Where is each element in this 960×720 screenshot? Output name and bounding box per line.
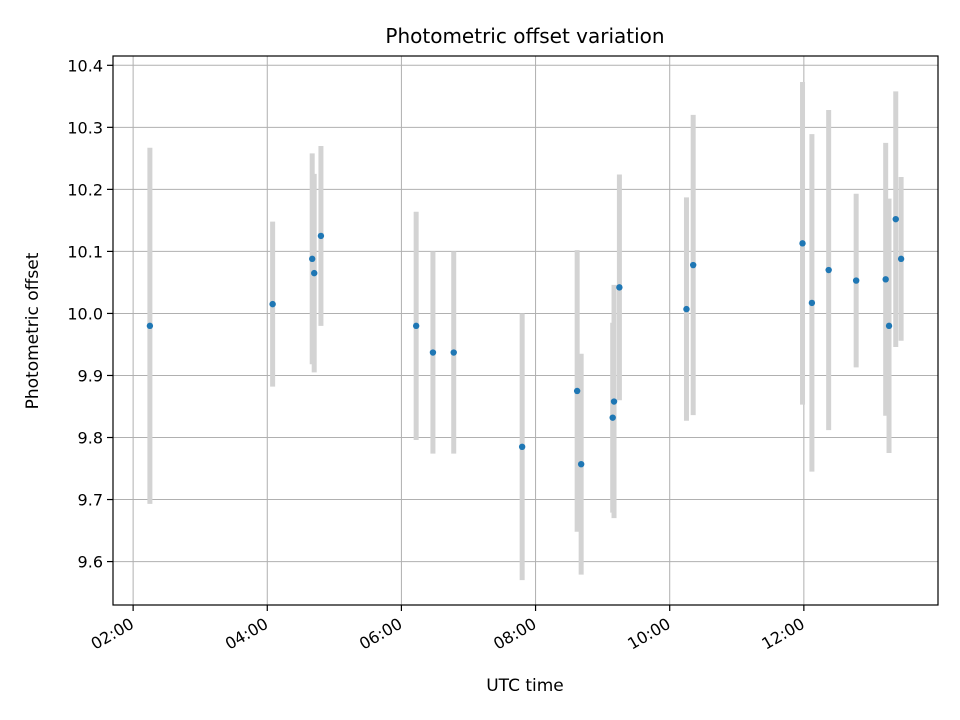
y-tick-label: 9.6 bbox=[78, 553, 103, 572]
data-point bbox=[689, 261, 697, 269]
data-point bbox=[317, 232, 325, 240]
data-point bbox=[852, 277, 860, 284]
data-point bbox=[573, 387, 581, 395]
data-point bbox=[683, 305, 690, 313]
data-point bbox=[808, 299, 816, 307]
data-points bbox=[146, 215, 905, 468]
data-point bbox=[610, 398, 618, 405]
data-point bbox=[882, 276, 889, 283]
data-point bbox=[146, 322, 154, 330]
data-point bbox=[412, 322, 420, 330]
plot-frame bbox=[112, 55, 939, 606]
y-tick-label: 10.4 bbox=[67, 56, 103, 75]
data-point bbox=[825, 266, 832, 274]
x-axis-label: UTC time bbox=[486, 676, 564, 696]
data-point bbox=[429, 349, 437, 356]
data-point bbox=[518, 443, 526, 451]
y-tick-label: 9.8 bbox=[78, 429, 103, 448]
y-tick-label: 9.7 bbox=[78, 491, 103, 510]
y-tick-label: 10.0 bbox=[67, 304, 103, 323]
data-point bbox=[450, 349, 457, 356]
data-point bbox=[609, 414, 616, 421]
y-axis-ticks: 9.6 9.7 9.8 9.9 10.0 10.1 10.2 10.3 10.4 bbox=[67, 56, 113, 572]
data-point bbox=[892, 215, 899, 223]
y-tick-label: 10.2 bbox=[67, 180, 103, 199]
data-point bbox=[897, 255, 905, 263]
data-point bbox=[309, 255, 316, 263]
y-tick-label: 10.3 bbox=[67, 118, 103, 137]
data-point bbox=[577, 460, 585, 468]
y-tick-label: 10.1 bbox=[67, 242, 103, 261]
data-point bbox=[269, 300, 276, 308]
data-point bbox=[311, 269, 318, 277]
y-axis-label: Photometric offset bbox=[23, 252, 43, 409]
y-tick-label: 9.9 bbox=[78, 366, 103, 385]
data-point bbox=[799, 240, 806, 247]
data-point bbox=[885, 322, 893, 330]
data-point bbox=[616, 284, 623, 291]
chart-title: Photometric offset variation bbox=[385, 24, 664, 48]
